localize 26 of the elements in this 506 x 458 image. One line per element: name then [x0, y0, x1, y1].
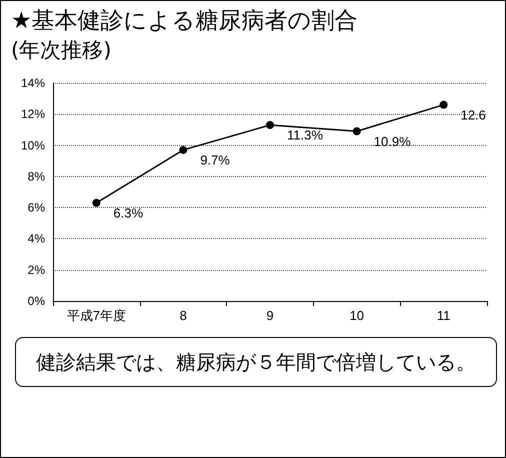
x-tick-label: 10 [350, 308, 364, 323]
text: 健診結果では、糖尿病が５年間で倍増している。 [15, 337, 497, 387]
data-label: 10.9% [374, 134, 412, 149]
point [352, 127, 361, 136]
y-tick-label: 12% [20, 107, 46, 122]
data-label: 9.7% [200, 152, 230, 168]
y-tick-label: 8% [28, 169, 46, 184]
chart-subtitle: (年次推移) [11, 37, 112, 63]
chart-title: ★基本健診による糖尿病者の割合 [11, 7, 358, 35]
x-tick-label: 平成7年度 [66, 308, 126, 323]
x-tick-label: 8 [180, 308, 187, 323]
x-tick-label: 11 [436, 308, 450, 323]
data-label: 11.3% [287, 128, 324, 143]
x-tick-label: 9 [266, 308, 274, 323]
y-tick-label: 4% [28, 232, 46, 246]
data-label: 12.6 [460, 107, 486, 122]
y-tick-label: 2% [28, 262, 46, 277]
point [179, 146, 188, 154]
y-tick-label: 6% [28, 200, 46, 215]
y-tick-label: 0% [28, 294, 46, 308]
y-tick-label: 14% [20, 76, 46, 90]
data-label: 6.3% [113, 205, 144, 220]
point [266, 121, 274, 130]
point [92, 198, 100, 207]
y-tick-label: 10% [20, 138, 46, 152]
point [440, 100, 448, 109]
